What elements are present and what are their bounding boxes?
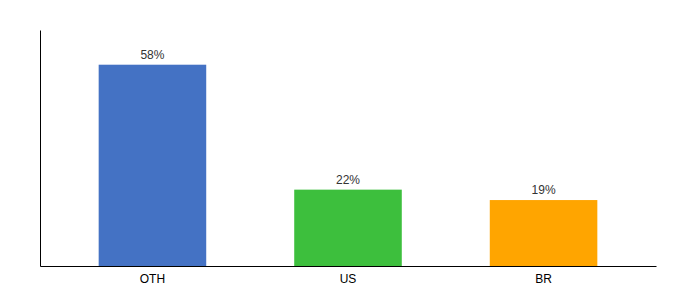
data-label: 19% <box>532 183 556 197</box>
bars <box>99 65 598 266</box>
bar <box>99 65 207 266</box>
x-axis: OTH US BR <box>41 267 657 286</box>
x-tick-label: US <box>340 272 357 286</box>
chart-svg: 58% 22% 19% OTH US BR <box>0 0 680 300</box>
bar <box>490 200 598 266</box>
data-label: 58% <box>140 48 164 62</box>
y-axis <box>40 31 41 267</box>
x-tick: OTH <box>140 272 165 286</box>
chart-container: 58% 22% 19% OTH US BR <box>0 0 680 300</box>
x-tick-label: OTH <box>140 272 165 286</box>
bar <box>294 190 402 266</box>
y-axis-line <box>40 31 41 267</box>
x-tick-label: BR <box>535 272 552 286</box>
x-tick: US <box>340 272 357 286</box>
data-label: 22% <box>336 173 360 187</box>
plot-area: 58% 22% 19% OTH US BR <box>41 31 657 286</box>
x-axis-line <box>41 266 657 267</box>
x-tick: BR <box>535 272 552 286</box>
data-labels: 58% 22% 19% <box>140 48 555 197</box>
